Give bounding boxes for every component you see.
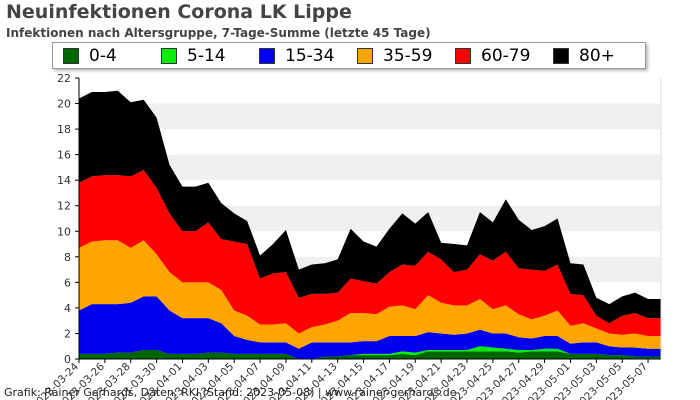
legend-label: 5-14 <box>187 45 226 66</box>
legend-swatch <box>357 47 373 64</box>
y-tick-label: 8 <box>64 251 71 264</box>
y-tick-label: 4 <box>64 302 71 315</box>
y-tick-label: 0 <box>64 353 71 366</box>
chart-subtitle: Infektionen nach Altersgruppe, 7-Tage-Su… <box>6 26 431 40</box>
legend-swatch <box>259 47 275 64</box>
chart-title: Neuinfektionen Corona LK Lippe <box>6 1 352 23</box>
legend-label: 0-4 <box>89 45 117 66</box>
series-area-35-59 <box>79 240 661 349</box>
series-area-80+ <box>79 90 661 324</box>
y-tick-label: 20 <box>57 98 71 111</box>
series-area-15-34 <box>79 296 661 359</box>
legend-item-0-4: 0-4 <box>53 46 151 66</box>
legend-label: 35-59 <box>383 45 433 66</box>
legend-swatch <box>455 47 471 64</box>
grid-band <box>79 103 661 130</box>
legend-item-60-79: 60-79 <box>445 46 543 66</box>
legend-label: 15-34 <box>285 45 335 66</box>
y-tick-label: 10 <box>57 225 71 238</box>
y-tick-label: 2 <box>64 327 71 340</box>
series-area-60-79 <box>79 169 661 337</box>
legend-swatch <box>161 47 177 64</box>
series-area-0-4 <box>79 350 661 359</box>
y-tick-label: 12 <box>57 200 71 213</box>
y-tick-label: 6 <box>64 276 71 289</box>
legend-item-15-34: 15-34 <box>249 46 347 66</box>
legend-item-80+: 80+ <box>543 46 641 66</box>
chart-footer: Grafik: Rainer Gerhards, Daten: RKI (Sta… <box>4 386 457 399</box>
y-tick-label: 16 <box>57 149 71 162</box>
legend-swatch <box>63 47 79 64</box>
legend-item-5-14: 5-14 <box>151 46 249 66</box>
legend-label: 80+ <box>579 45 615 66</box>
y-tick-label: 22 <box>57 72 71 85</box>
y-tick-label: 18 <box>57 123 71 136</box>
y-tick-label: 14 <box>57 174 71 187</box>
legend-item-35-59: 35-59 <box>347 46 445 66</box>
legend-swatch <box>553 47 569 64</box>
chart-legend: 0-4 5-14 15-34 35-59 60-79 80+ <box>52 42 646 69</box>
legend-label: 60-79 <box>481 45 531 66</box>
